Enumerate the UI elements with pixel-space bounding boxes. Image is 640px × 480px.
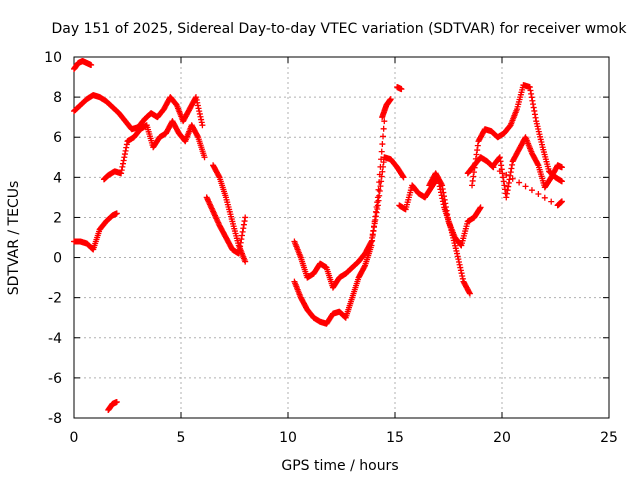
data-point: [535, 190, 542, 197]
data-point: [377, 163, 384, 170]
x-tick-label: 25: [600, 430, 618, 446]
data-point: [378, 148, 385, 155]
y-tick-label: 8: [53, 90, 62, 106]
data-point: [376, 179, 383, 186]
x-tick-label: 10: [279, 430, 297, 446]
data-point: [558, 164, 565, 171]
y-tick-label: -4: [48, 331, 62, 347]
data-point: [558, 178, 565, 185]
data-point: [379, 141, 386, 148]
data-point: [541, 194, 548, 201]
data-point: [477, 204, 484, 211]
data-point: [201, 154, 208, 161]
chart-title: Day 151 of 2025, Sidereal Day-to-day VTE…: [52, 21, 628, 37]
y-tick-label: 6: [53, 130, 62, 146]
data-point: [113, 210, 120, 217]
data-point: [199, 122, 206, 129]
data-point: [398, 86, 405, 93]
grid: [74, 57, 609, 418]
data-point: [378, 156, 385, 163]
data-points: [71, 58, 565, 413]
data-point: [381, 118, 388, 125]
data-point: [380, 133, 387, 140]
plot-frame: [73, 56, 610, 419]
y-tick-label: 4: [53, 170, 62, 186]
y-tick-label: -2: [48, 291, 62, 307]
data-point: [522, 183, 529, 190]
y-tick-label: 10: [44, 50, 62, 66]
x-tick-label: 15: [386, 430, 404, 446]
data-point: [548, 198, 555, 205]
data-point: [466, 290, 473, 297]
data-point: [387, 96, 394, 103]
data-point: [375, 186, 382, 193]
data-point: [376, 171, 383, 178]
y-tick-label: -6: [48, 371, 62, 387]
x-tick-label: 20: [493, 430, 511, 446]
data-point: [509, 175, 516, 182]
x-axis-label: GPS time / hours: [281, 458, 398, 474]
data-point: [380, 125, 387, 132]
data-point: [400, 174, 407, 181]
x-axis-ticks: 0 5 10 15 20 25: [70, 57, 618, 446]
data-point: [496, 168, 503, 175]
data-point: [88, 62, 95, 69]
y-tick-label: -8: [48, 411, 62, 427]
data-point: [558, 198, 565, 205]
data-point: [490, 164, 497, 171]
x-tick-label: 0: [70, 430, 79, 446]
x-tick-label: 5: [177, 430, 186, 446]
y-axis-label: SDTVAR / TECUs: [6, 181, 22, 296]
y-axis-ticks: -8 -6 -4 -2 0 2 4 6 8 10: [44, 50, 609, 427]
y-tick-label: 0: [53, 251, 62, 267]
y-tick-label: 2: [53, 210, 62, 226]
data-point: [113, 398, 120, 405]
data-point: [242, 258, 249, 265]
data-point: [374, 194, 381, 201]
data-point: [528, 187, 535, 194]
data-point: [503, 171, 510, 178]
data-point: [242, 214, 249, 221]
data-point: [516, 179, 523, 186]
